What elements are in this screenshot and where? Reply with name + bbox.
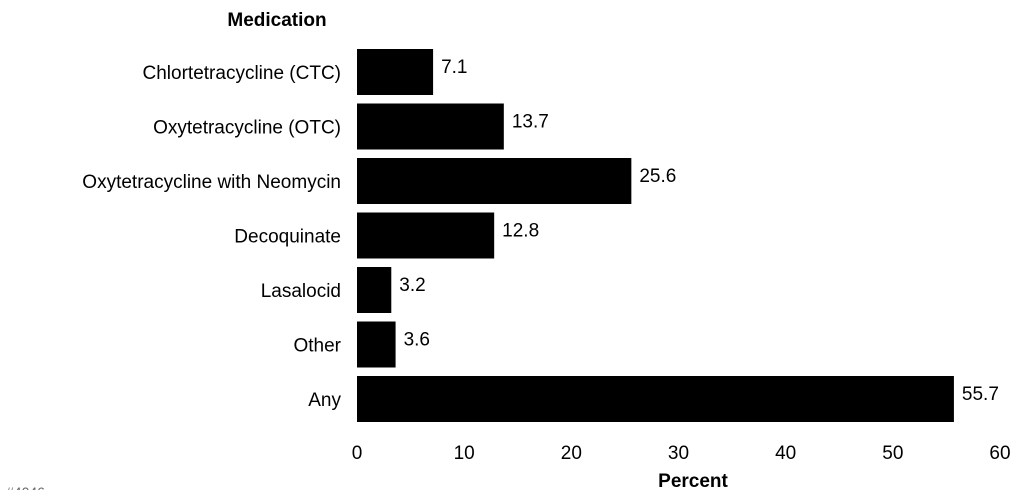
- x-tick-label: 0: [352, 443, 363, 464]
- x-tick-label: 60: [989, 443, 1010, 464]
- y-axis-title: Medication: [227, 10, 326, 31]
- bar: [357, 267, 392, 313]
- data-labels: 7.1 13.7 25.6 12.8 3.2 3.6 55.7: [399, 57, 999, 405]
- data-label: 3.2: [399, 275, 425, 296]
- x-tick-label: 50: [882, 443, 903, 464]
- category-label: Lasalocid: [261, 281, 341, 302]
- bar: [357, 49, 434, 95]
- category-label: Decoquinate: [234, 227, 341, 248]
- bar: [357, 321, 396, 368]
- footnote: #4046: [6, 484, 45, 490]
- x-tick-label: 10: [454, 443, 475, 464]
- data-label: 25.6: [639, 166, 676, 187]
- category-label: Any: [308, 390, 341, 411]
- category-label: Oxytetracycline with Neomycin: [82, 172, 341, 193]
- bar: [357, 103, 504, 150]
- x-tick-label: 40: [775, 443, 796, 464]
- data-label: 55.7: [962, 384, 999, 405]
- category-labels: Chlortetracycline (CTC) Oxytetracycline (…: [82, 63, 341, 411]
- x-axis-title: Percent: [658, 471, 728, 490]
- bars: [357, 49, 954, 422]
- bar: [357, 212, 495, 259]
- data-label: 3.6: [404, 330, 430, 351]
- bar: [357, 158, 632, 204]
- data-label: 12.8: [502, 221, 539, 242]
- x-tick-label: 20: [561, 443, 582, 464]
- category-label: Oxytetracycline (OTC): [153, 118, 341, 139]
- category-label: Other: [293, 336, 341, 357]
- bar: [357, 376, 954, 422]
- data-label: 13.7: [512, 112, 549, 133]
- x-tick-label: 30: [668, 443, 689, 464]
- x-axis-ticks: 0 10 20 30 40 50 60: [352, 443, 1011, 464]
- category-label: Chlortetracycline (CTC): [143, 63, 341, 84]
- data-label: 7.1: [441, 57, 467, 78]
